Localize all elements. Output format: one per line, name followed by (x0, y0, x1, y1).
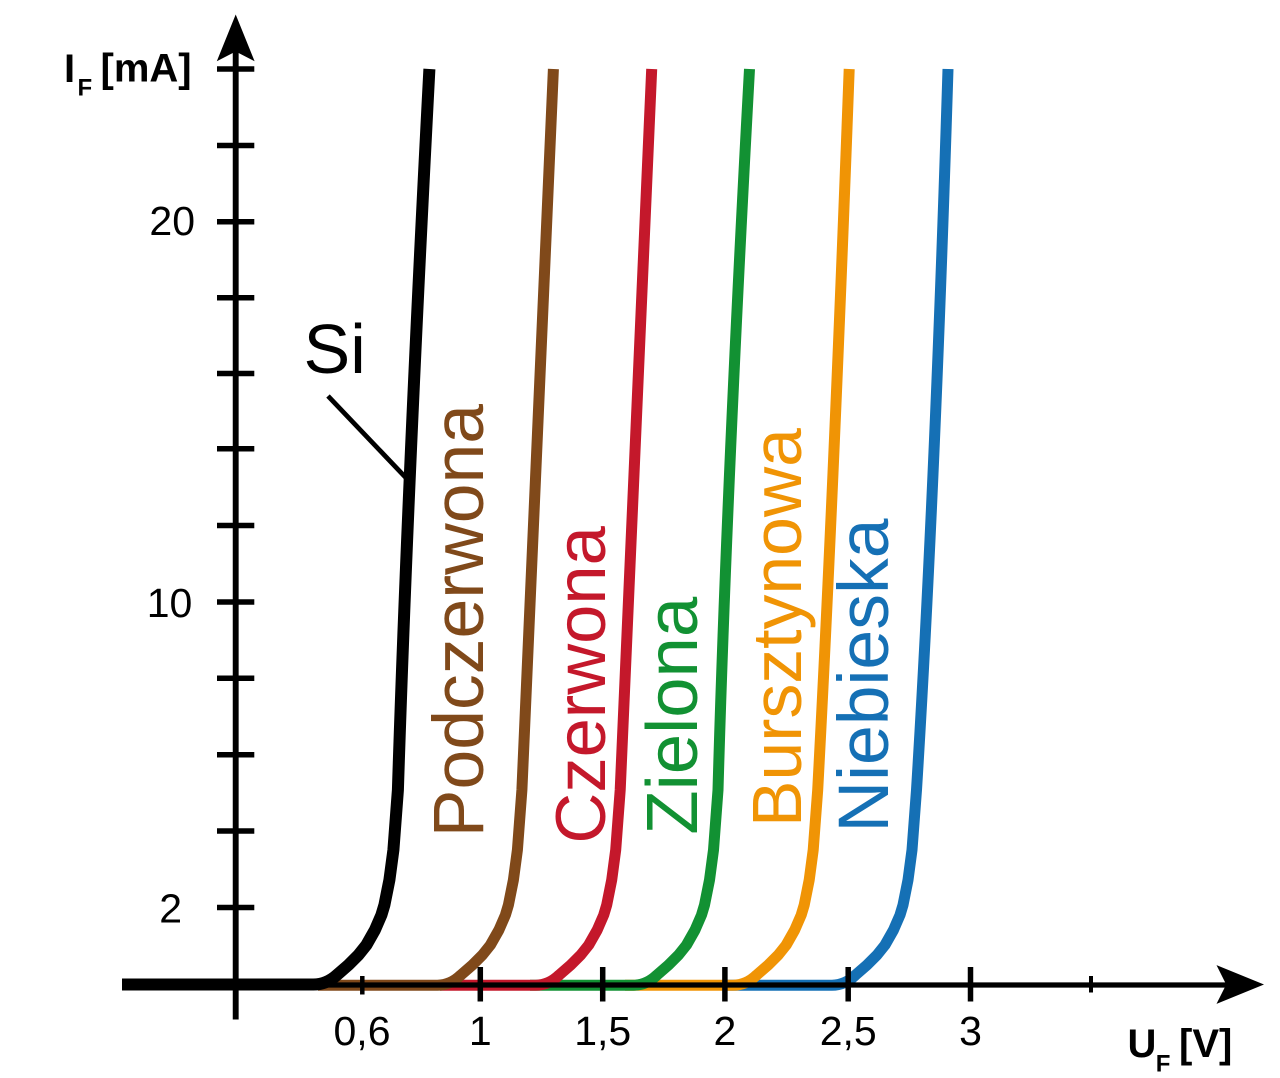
svg-text:1: 1 (469, 1008, 492, 1054)
svg-text:2,5: 2,5 (820, 1008, 877, 1054)
svg-text:Bursztynowa: Bursztynowa (738, 428, 816, 827)
svg-text:Zielona: Zielona (632, 596, 713, 834)
svg-text:[mA]: [mA] (101, 47, 192, 91)
svg-text:0,6: 0,6 (334, 1008, 391, 1054)
svg-text:F: F (1156, 1050, 1171, 1077)
svg-text:20: 20 (149, 198, 195, 244)
svg-text:Niebieska: Niebieska (824, 518, 904, 832)
svg-text:I: I (64, 47, 75, 91)
svg-text:1,5: 1,5 (574, 1008, 631, 1054)
svg-text:2: 2 (713, 1008, 736, 1054)
svg-text:Si: Si (304, 310, 366, 388)
svg-text:2: 2 (159, 885, 182, 931)
svg-text:Czerwona: Czerwona (541, 525, 620, 843)
svg-text:[V]: [V] (1179, 1022, 1232, 1066)
svg-text:10: 10 (147, 580, 193, 626)
svg-text:3: 3 (959, 1008, 982, 1054)
svg-text:F: F (78, 75, 93, 102)
svg-text:U: U (1128, 1022, 1157, 1066)
svg-text:Podczerwona: Podczerwona (419, 404, 499, 837)
